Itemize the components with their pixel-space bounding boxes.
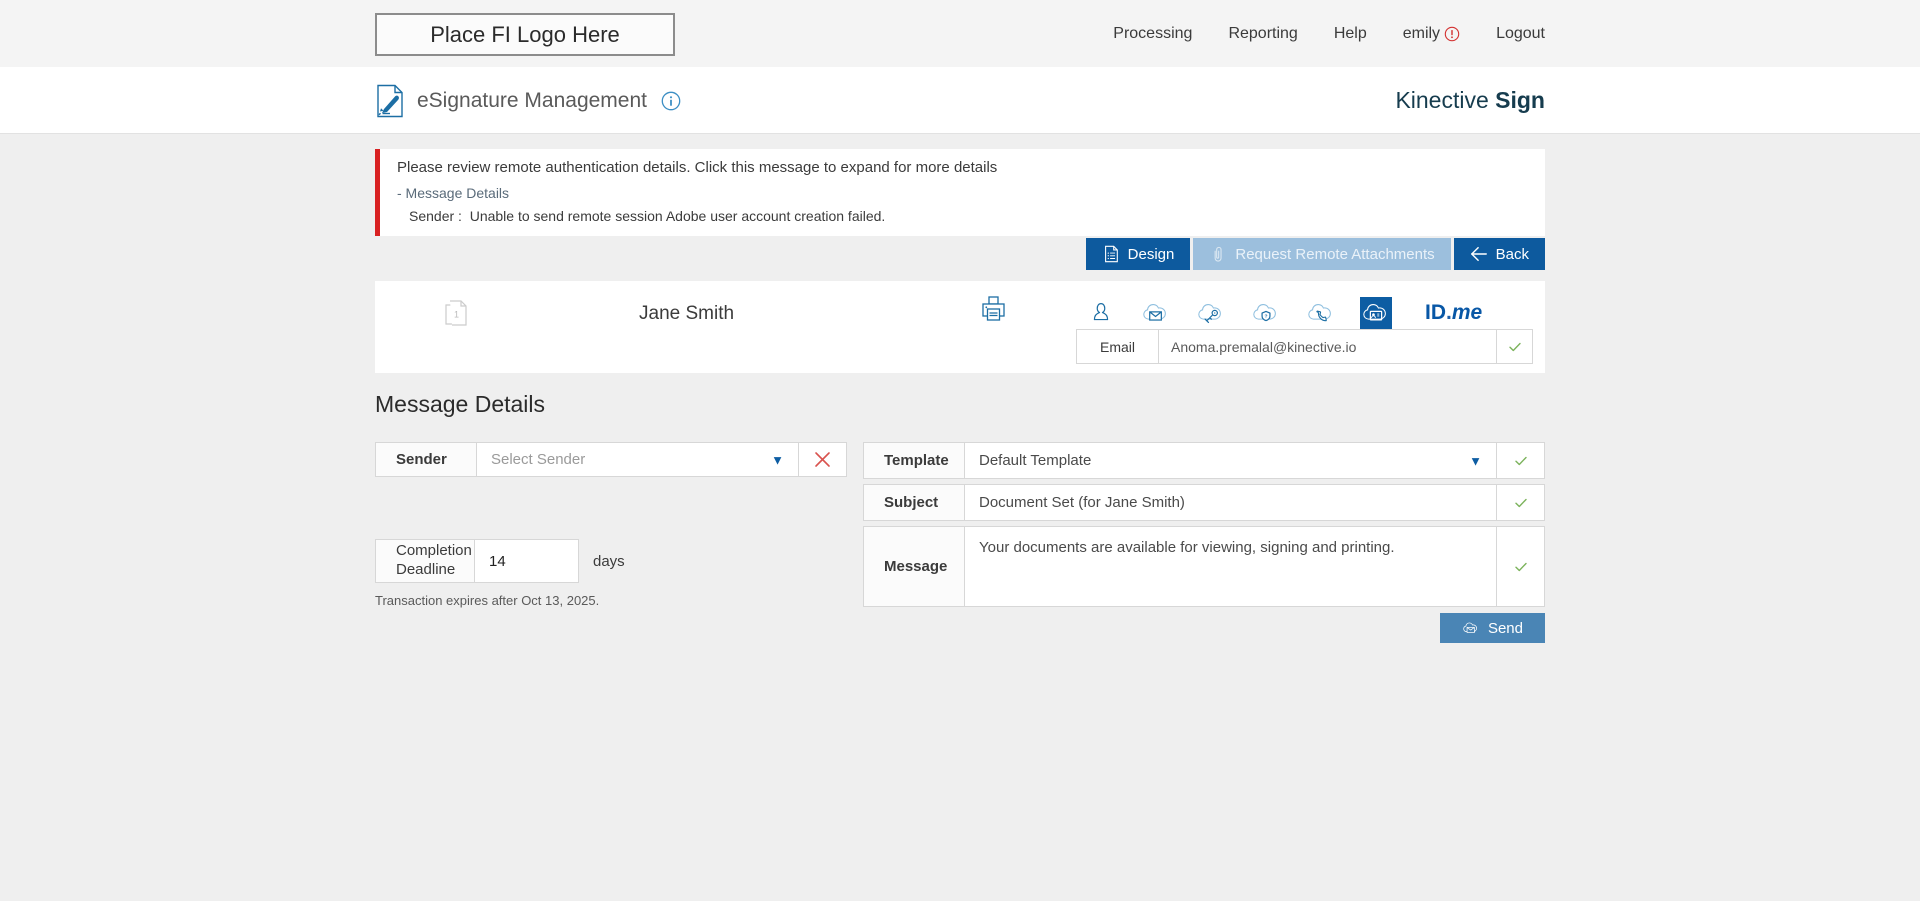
svg-text:1: 1	[454, 310, 459, 320]
svg-text:?: ?	[1264, 314, 1267, 320]
